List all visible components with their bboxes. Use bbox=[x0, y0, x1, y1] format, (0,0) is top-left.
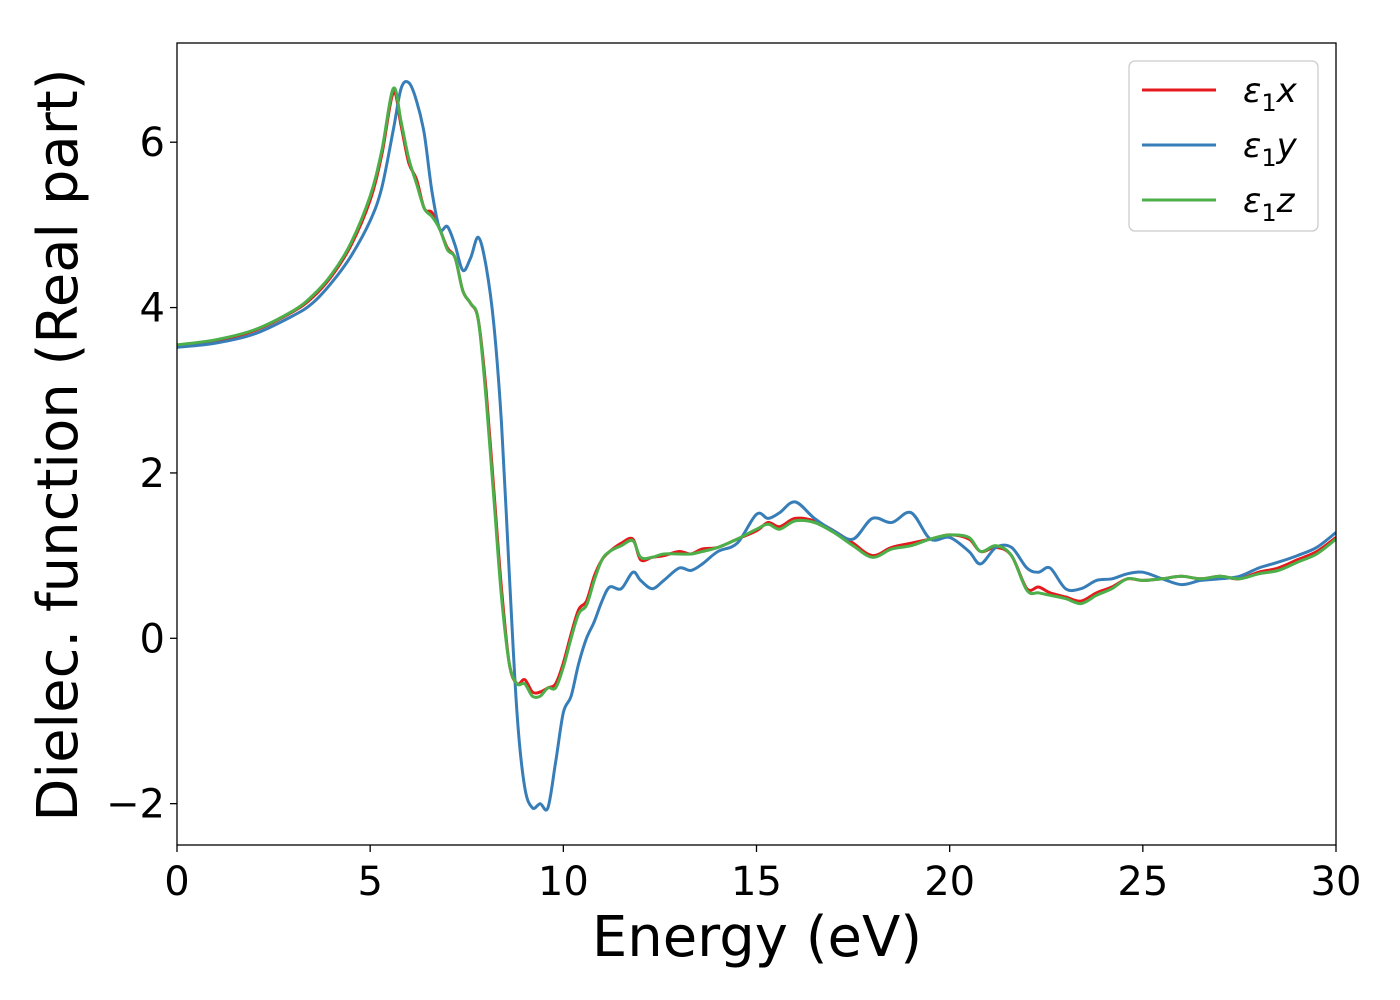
y-tick-label: 6 bbox=[140, 120, 165, 166]
y-tick-label: 2 bbox=[140, 451, 165, 497]
legend-label-y: ε1y bbox=[1243, 126, 1298, 172]
series-line-z bbox=[177, 86, 1336, 699]
x-tick-label: 10 bbox=[538, 859, 589, 905]
x-axis-title: Energy (eV) bbox=[592, 905, 922, 970]
legend: ε1x ε1y ε1z bbox=[1128, 60, 1319, 232]
x-tick-label: 0 bbox=[164, 859, 189, 905]
series-line-y bbox=[177, 80, 1336, 812]
series-layer bbox=[177, 80, 1336, 812]
x-tick-label: 5 bbox=[357, 859, 382, 905]
y-tick-label: 4 bbox=[140, 286, 165, 332]
x-tick-label: 25 bbox=[1117, 859, 1168, 905]
x-tick-label: 20 bbox=[924, 859, 975, 905]
legend-box bbox=[1128, 60, 1319, 232]
y-tick-label: 0 bbox=[140, 616, 165, 662]
y-axis: −2 0 2 4 6 bbox=[106, 120, 177, 828]
legend-label-z: ε1z bbox=[1243, 181, 1296, 227]
y-axis-title: Dielec. function (Real part) bbox=[26, 68, 91, 821]
x-tick-label: 30 bbox=[1311, 859, 1362, 905]
legend-label-x: ε1x bbox=[1243, 71, 1298, 117]
x-axis: 0 5 10 15 20 25 30 bbox=[164, 845, 1361, 905]
y-tick-label: −2 bbox=[106, 782, 165, 828]
x-tick-label: 15 bbox=[731, 859, 782, 905]
